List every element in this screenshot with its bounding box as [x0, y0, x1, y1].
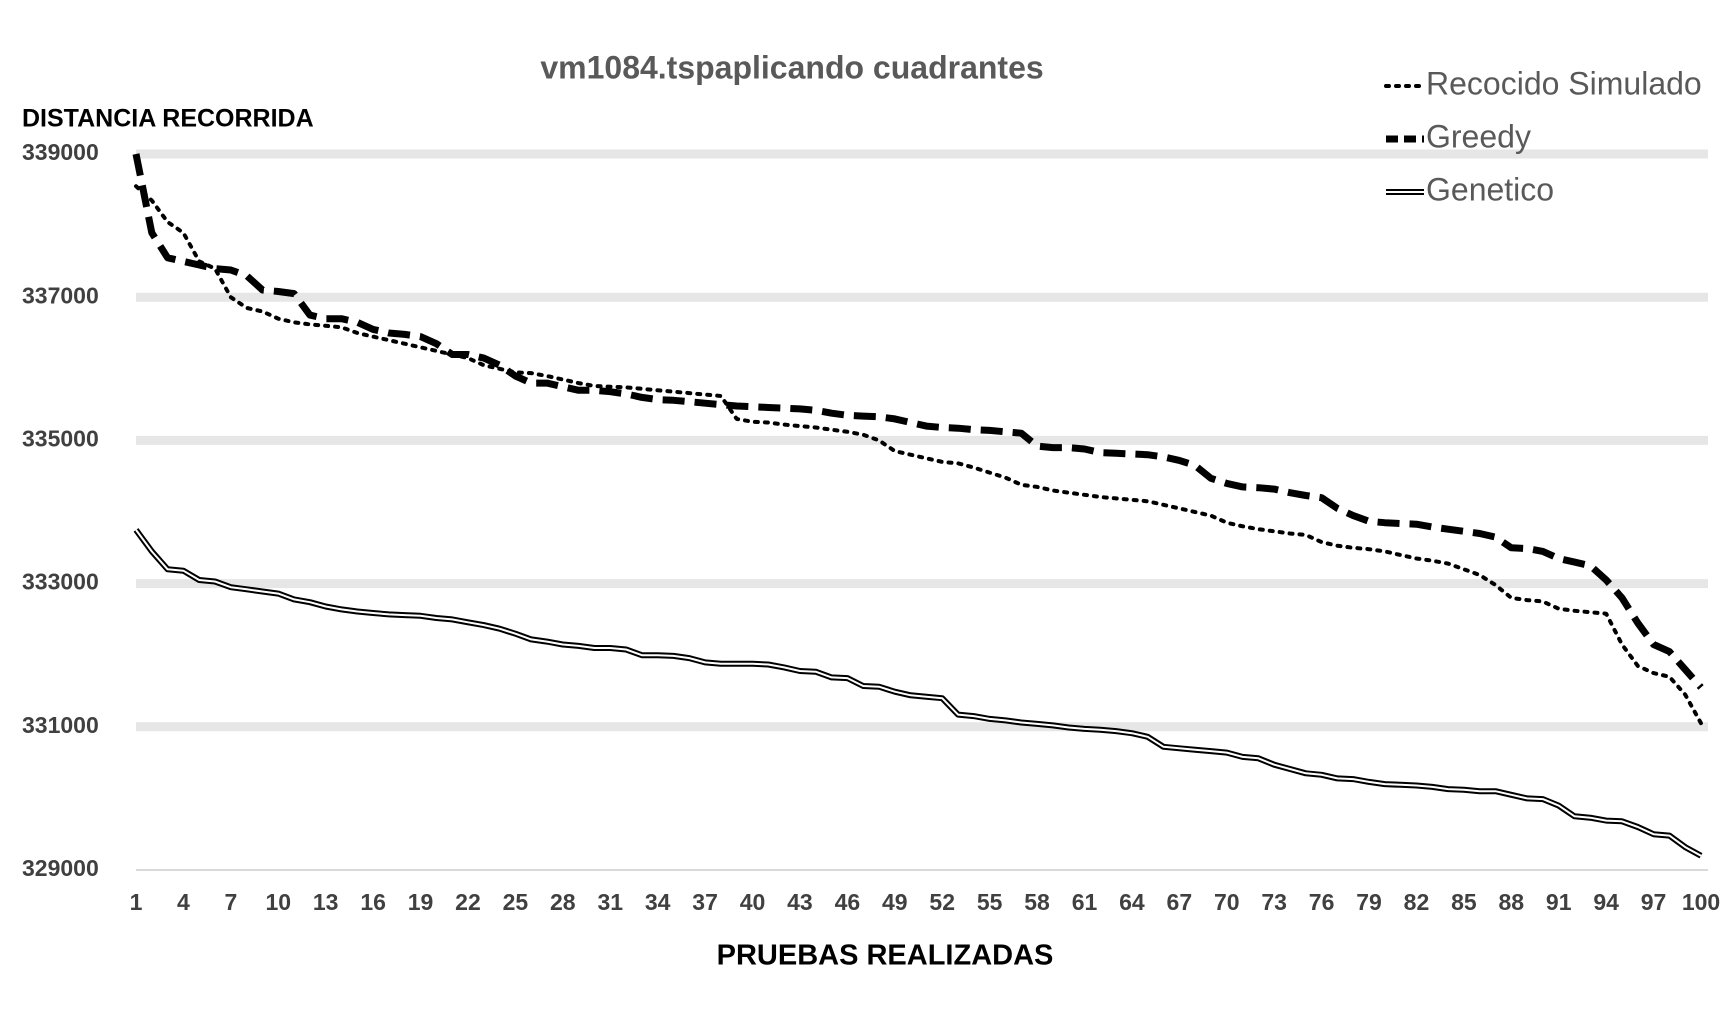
x-tick-label: 52: [929, 889, 955, 915]
series-line: [134, 184, 1703, 726]
legend-label: Recocido Simulado: [1426, 65, 1702, 101]
legend-label: Genetico: [1426, 171, 1554, 207]
x-tick-label: 61: [1072, 889, 1098, 915]
x-tick-label: 1: [130, 889, 143, 915]
x-tick-label: 31: [597, 889, 623, 915]
x-tick-label: 16: [360, 889, 386, 915]
series-line-inner: [135, 529, 1702, 857]
y-tick-label: 329000: [22, 855, 99, 881]
y-tick-label: 335000: [22, 425, 99, 451]
x-tick-label: 70: [1214, 889, 1240, 915]
x-tick-label: 37: [692, 889, 718, 915]
chart-title: vm1084.tspaplicando cuadrantes: [540, 49, 1043, 85]
x-axis-title: PRUEBAS REALIZADAS: [717, 940, 1054, 972]
y-tick-label: 339000: [22, 139, 99, 165]
x-tick-label: 100: [1682, 889, 1720, 915]
x-tick-label: 64: [1119, 889, 1145, 915]
x-tick-label: 91: [1546, 889, 1572, 915]
x-tick-label: 58: [1024, 889, 1050, 915]
x-tick-label: 22: [455, 889, 481, 915]
x-tick-label: 19: [408, 889, 434, 915]
y-tick-label: 333000: [22, 569, 99, 595]
y-axis-title: DISTANCIA RECORRIDA: [22, 105, 314, 133]
x-tick-label: 85: [1451, 889, 1477, 915]
x-tick-label: 67: [1167, 889, 1193, 915]
x-tick-label: 43: [787, 889, 813, 915]
y-tick-label: 331000: [22, 712, 99, 738]
x-tick-label: 25: [503, 889, 529, 915]
x-tick-label: 34: [645, 889, 671, 915]
x-tick-label: 7: [224, 889, 237, 915]
x-tick-label: 97: [1641, 889, 1667, 915]
x-tick-label: 82: [1404, 889, 1430, 915]
x-tick-label: 10: [265, 889, 291, 915]
x-tick-label: 55: [977, 889, 1003, 915]
x-tick-label: 4: [177, 889, 190, 915]
x-tick-label: 40: [740, 889, 766, 915]
x-tick-label: 88: [1499, 889, 1525, 915]
x-tick-label: 28: [550, 889, 576, 915]
y-tick-label: 337000: [22, 282, 99, 308]
x-tick-label: 94: [1593, 889, 1619, 915]
x-tick-label: 13: [313, 889, 339, 915]
series-line: [132, 153, 1704, 690]
x-tick-label: 76: [1309, 889, 1335, 915]
x-tick-label: 79: [1356, 889, 1382, 915]
x-tick-label: 73: [1261, 889, 1287, 915]
legend-label: Greedy: [1426, 118, 1531, 154]
x-tick-label: 46: [835, 889, 861, 915]
x-tick-label: 49: [882, 889, 908, 915]
